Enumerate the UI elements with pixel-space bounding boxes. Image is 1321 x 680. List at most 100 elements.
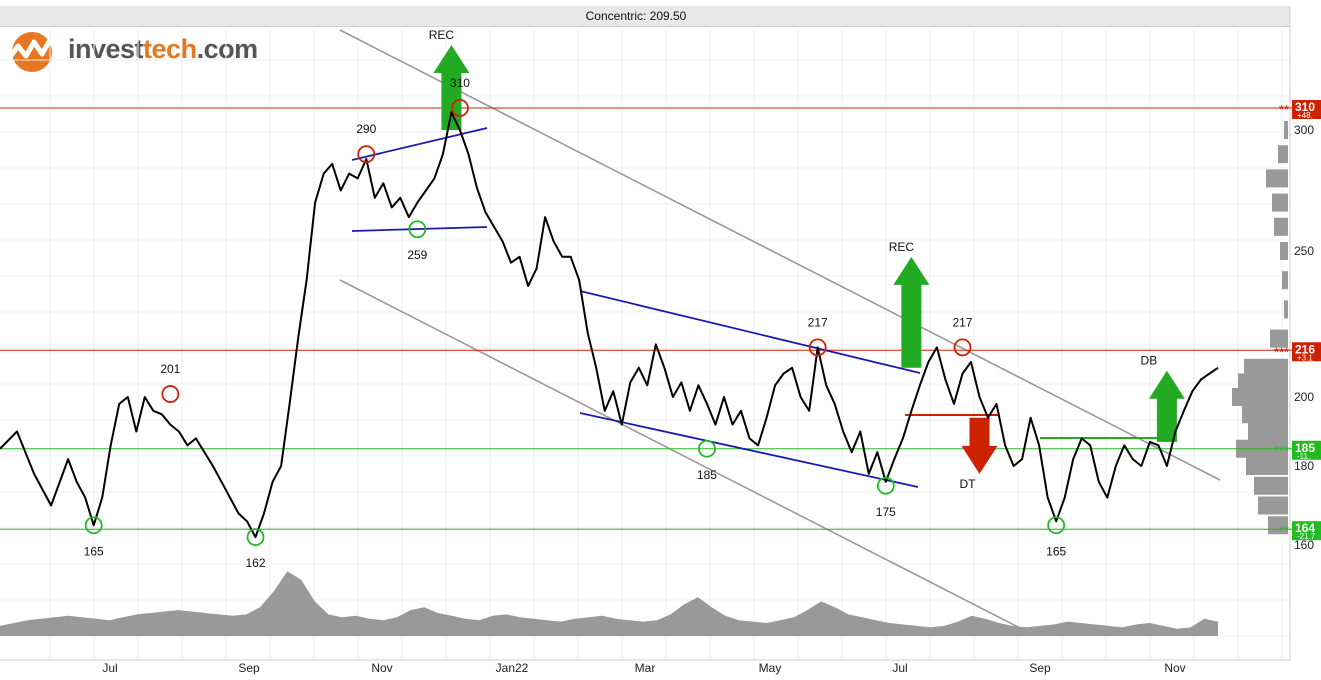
logo-text-suffix: .com xyxy=(196,34,259,64)
level-stars-216: *** xyxy=(1274,344,1289,359)
signal-label-rec: REC xyxy=(429,28,455,42)
trend-line-3 xyxy=(579,412,919,488)
indicator-header-bar xyxy=(0,6,1290,27)
signal-label-db: DB xyxy=(1141,354,1158,368)
signal-arrows: REC REC DT DB xyxy=(429,28,1185,491)
level-change-216: +3.1 xyxy=(1297,353,1313,362)
channel-upper-line xyxy=(339,29,1221,481)
x-tick-mar-4: Mar xyxy=(635,661,656,675)
pivot-circle-9 xyxy=(953,338,972,357)
level-value-310: 310 xyxy=(1295,100,1315,114)
channel-lower-line xyxy=(339,279,1021,629)
histogram-bar xyxy=(1254,476,1288,495)
trend-line-0 xyxy=(351,127,488,161)
level-stars-310: ** xyxy=(1279,102,1289,117)
histogram-bar xyxy=(1268,516,1288,535)
histogram-bar xyxy=(1274,217,1288,236)
pivot-label-310: 310 xyxy=(450,76,470,90)
volume-area-path xyxy=(0,571,1218,636)
histogram-bar xyxy=(1232,388,1288,406)
pivot-label-217: 217 xyxy=(952,315,972,329)
histogram-bar xyxy=(1284,300,1288,319)
level-badge-216 xyxy=(1292,342,1321,362)
y-tick-300: 300 xyxy=(1294,123,1314,137)
trend-lines xyxy=(351,127,1160,488)
pivot-circle-1 xyxy=(84,516,103,535)
pivot-label-290: 290 xyxy=(356,122,376,136)
price-line-group xyxy=(0,111,1219,539)
signal-arrow-rec-0 xyxy=(433,45,470,130)
histogram-bar xyxy=(1272,193,1288,212)
pivot-label-165: 165 xyxy=(1046,544,1066,558)
volume-area xyxy=(0,571,1218,636)
y-tick-180: 180 xyxy=(1294,459,1314,473)
axis-labels: Jul Sep Nov Jan22 Mar May Jul Sep Nov 160 180 200 25… xyxy=(102,123,1314,675)
level-stars-164: ** xyxy=(1279,523,1289,538)
x-tick-jan22-3: Jan22 xyxy=(496,661,529,675)
x-tick-nov-8: Nov xyxy=(1164,661,1185,675)
signal-arrow-rec-1 xyxy=(893,256,930,368)
y-tick-200: 200 xyxy=(1294,390,1314,404)
price-line xyxy=(0,111,1219,539)
histogram-bar xyxy=(1244,358,1288,377)
pivot-circle-2 xyxy=(246,528,265,546)
histogram-bar xyxy=(1258,496,1288,515)
x-tick-nov-2: Nov xyxy=(371,661,392,675)
pivot-circle-0 xyxy=(161,385,180,403)
x-tick-jul-0: Jul xyxy=(102,661,117,675)
pivot-label-162: 162 xyxy=(246,556,266,570)
pivot-circle-6 xyxy=(698,439,716,458)
signal-arrow-db-3 xyxy=(1148,370,1185,442)
level-stars-185: *** xyxy=(1274,443,1289,458)
x-tick-jul-6: Jul xyxy=(892,661,907,675)
pivot-circle-8 xyxy=(876,476,895,495)
signal-label-rec: REC xyxy=(889,240,915,254)
logo-text-main: invest xyxy=(68,34,144,64)
support-resistance-levels: 310+48.**216+3.1***185-11.***164-21.7** xyxy=(0,100,1321,541)
histogram-bar xyxy=(1270,329,1288,348)
trend-line-1 xyxy=(351,226,488,232)
histogram-bar xyxy=(1282,271,1288,290)
x-tick-may-5: May xyxy=(759,661,782,675)
histogram-bar xyxy=(1238,373,1288,392)
volume-at-price-histogram xyxy=(1232,121,1288,535)
histogram-bar xyxy=(1246,457,1288,475)
pivot-label-217: 217 xyxy=(808,315,828,329)
pivot-label-165: 165 xyxy=(84,544,104,558)
pivot-circle-4 xyxy=(408,220,427,239)
indicator-label: Concentric: 209.50 xyxy=(585,9,687,23)
level-badge-310 xyxy=(1292,100,1321,119)
pivot-circle-3 xyxy=(357,145,376,164)
level-change-164: -21.7 xyxy=(1297,532,1316,541)
histogram-bar xyxy=(1266,169,1288,188)
level-value-185: 185 xyxy=(1295,441,1315,455)
pivot-label-185: 185 xyxy=(697,468,717,482)
pivot-markers: 201 165 162 290 259 310 185 217 175 217 165 xyxy=(84,76,1067,570)
histogram-bar xyxy=(1236,439,1288,458)
pivot-circle-7 xyxy=(808,338,827,357)
histogram-bar xyxy=(1248,422,1288,441)
histogram-bar xyxy=(1284,121,1288,139)
y-tick-250: 250 xyxy=(1294,244,1314,258)
histogram-bar xyxy=(1242,405,1288,424)
level-change-310: +48. xyxy=(1297,111,1313,120)
level-value-164: 164 xyxy=(1295,521,1315,535)
level-badge-164 xyxy=(1292,521,1321,541)
y-tick-160: 160 xyxy=(1294,538,1314,552)
trend-line-2 xyxy=(579,290,921,374)
logo-wordmark: investtech.com xyxy=(68,34,258,65)
investtech-logo-icon xyxy=(5,32,62,72)
histogram-bar xyxy=(1278,145,1288,164)
histogram-bar xyxy=(1280,242,1288,260)
grid xyxy=(0,6,1291,661)
pivot-label-259: 259 xyxy=(407,248,427,262)
logo-text-accent: tech xyxy=(143,34,197,64)
signal-label-dt: DT xyxy=(960,477,977,491)
level-value-216: 216 xyxy=(1295,342,1315,356)
x-tick-sep-1: Sep xyxy=(238,661,260,675)
pivot-label-175: 175 xyxy=(876,505,896,519)
pivot-circle-10 xyxy=(1047,516,1066,535)
x-tick-sep-7: Sep xyxy=(1029,661,1051,675)
level-change-185: -11. xyxy=(1297,452,1310,461)
